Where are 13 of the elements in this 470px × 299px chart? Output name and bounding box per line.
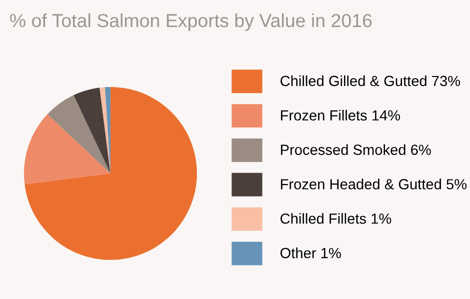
- pie-slice: [24, 114, 110, 184]
- pie-slice: [105, 86, 110, 174]
- legend-label: Frozen Headed & Gutted 5%: [280, 178, 467, 190]
- legend-label: Frozen Fillets 14%: [280, 110, 400, 121]
- pie-slice: [74, 88, 110, 174]
- chart-title: % of Total Salmon Exports by Value in 2016: [10, 13, 372, 31]
- pie-slice: [47, 95, 110, 174]
- pie-slice: [24, 86, 197, 260]
- pie-slice: [100, 87, 110, 174]
- legend-label: Other 1%: [280, 248, 341, 258]
- legend-label: Chilled Gilled & Gutted 73%: [280, 75, 460, 86]
- legend-label: Processed Smoked 6%: [280, 144, 431, 155]
- legend-label: Chilled Fillets 1%: [280, 213, 392, 224]
